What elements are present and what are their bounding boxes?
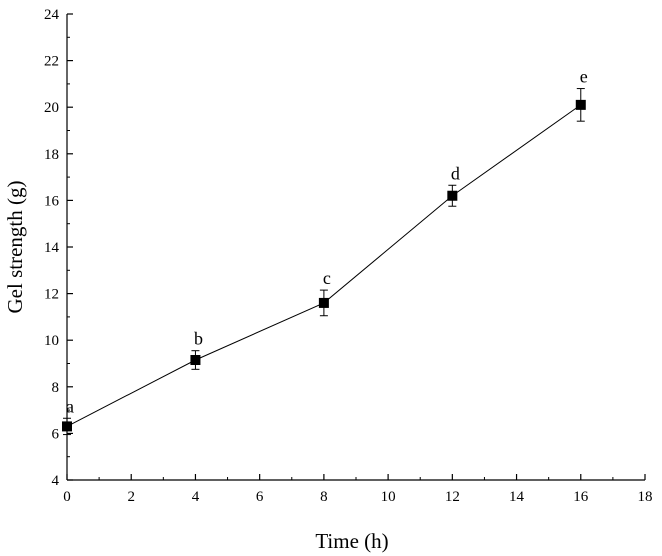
data-point xyxy=(575,99,586,110)
significance-label: b xyxy=(194,329,203,349)
y-tick-label: 16 xyxy=(44,193,60,209)
x-axis-label: Time (h) xyxy=(315,529,388,553)
y-tick-label: 20 xyxy=(44,100,59,116)
data-point xyxy=(318,297,329,308)
series-line xyxy=(66,104,582,427)
y-tick-label: 12 xyxy=(44,287,59,303)
x-tick-label: 10 xyxy=(381,489,396,505)
plot-frame xyxy=(66,14,645,481)
x-tick-label: 12 xyxy=(445,489,460,505)
x-ticks: 0 2 4 6 8 10 12 14 16 18 xyxy=(63,474,653,505)
x-tick-label: 6 xyxy=(256,489,264,505)
y-tick-label: 18 xyxy=(44,147,59,163)
y-tick-label: 10 xyxy=(44,333,59,349)
x-tick-label: 14 xyxy=(509,489,525,505)
data-point xyxy=(62,421,72,432)
significance-label: c xyxy=(323,268,331,288)
x-tick-label: 2 xyxy=(127,489,135,505)
y-tick-label: 14 xyxy=(44,240,60,256)
x-tick-label: 4 xyxy=(192,489,200,505)
significance-label: d xyxy=(451,163,460,183)
data-point xyxy=(447,190,458,201)
y-tick-label: 6 xyxy=(52,426,60,442)
x-tick-label: 0 xyxy=(63,489,71,505)
y-axis-label: Gel strength (g) xyxy=(3,181,27,314)
data-point xyxy=(190,355,201,366)
y-tick-label: 22 xyxy=(44,54,59,70)
y-tick-label: 8 xyxy=(52,380,60,396)
y-ticks: 4 6 8 10 12 14 16 18 20 22 24 xyxy=(44,7,73,489)
series: a b c d e xyxy=(62,67,588,436)
y-tick-label: 4 xyxy=(52,473,60,489)
y-tick-label: 24 xyxy=(44,7,60,23)
x-tick-label: 16 xyxy=(573,489,589,505)
x-tick-label: 8 xyxy=(320,489,328,505)
significance-label: e xyxy=(580,67,588,87)
significance-label: a xyxy=(66,396,74,416)
x-tick-label: 18 xyxy=(638,489,653,505)
